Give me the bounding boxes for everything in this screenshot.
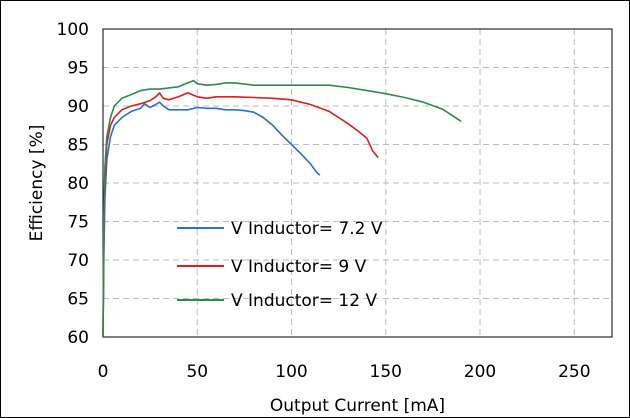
y-tick-label: 75 xyxy=(67,213,89,233)
y-axis-tick-labels: 60 65 70 75 80 85 90 95 100 xyxy=(57,20,89,348)
legend: V Inductor= 7.2 V V Inductor= 9 V V Induct… xyxy=(177,219,383,311)
y-tick-label: 80 xyxy=(67,174,89,194)
plot-area-border xyxy=(102,28,613,338)
y-tick-label: 65 xyxy=(67,290,89,310)
x-tick-label: 200 xyxy=(464,362,496,382)
legend-label-2: V Inductor= 9 V xyxy=(231,257,367,277)
y-tick-label: 90 xyxy=(67,97,89,117)
x-tick-label: 100 xyxy=(275,362,307,382)
x-tick-label: 150 xyxy=(370,362,402,382)
x-axis-tick-labels: 0 50 100 150 200 250 xyxy=(98,362,591,382)
series-line-2 xyxy=(102,92,379,338)
grid xyxy=(103,29,612,337)
y-tick-label: 100 xyxy=(57,20,89,40)
x-axis-title: Output Current [mA] xyxy=(270,396,445,416)
y-tick-label: 95 xyxy=(67,59,89,79)
series-lines xyxy=(102,79,462,338)
legend-label-3: V Inductor= 12 V xyxy=(231,291,377,311)
y-tick-label: 85 xyxy=(67,136,89,156)
legend-label-1: V Inductor= 7.2 V xyxy=(231,219,383,239)
series-line-1 xyxy=(102,101,321,338)
y-tick-label: 60 xyxy=(67,328,89,348)
y-axis-title: Efficiency [%] xyxy=(27,125,47,242)
x-tick-label: 0 xyxy=(98,362,109,382)
x-tick-label: 50 xyxy=(186,362,208,382)
y-tick-label: 70 xyxy=(67,251,89,271)
series-line-3 xyxy=(102,79,462,338)
x-tick-label: 250 xyxy=(558,362,590,382)
